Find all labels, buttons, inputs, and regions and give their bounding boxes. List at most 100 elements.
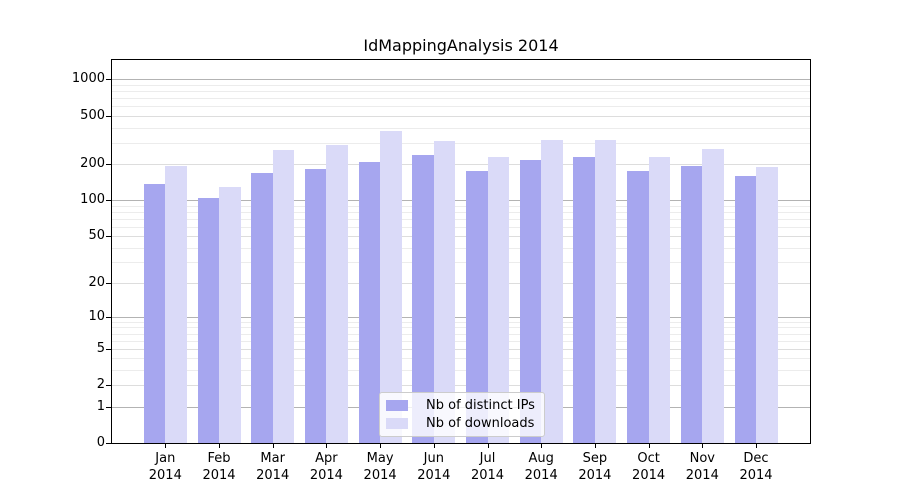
y-tick — [106, 200, 112, 202]
x-tick — [648, 443, 650, 448]
x-tick-label: May 2014 — [363, 451, 397, 483]
bar-feb-distinct-ips — [197, 197, 219, 443]
bar-jun-distinct-ips — [412, 155, 434, 443]
x-tick — [541, 443, 543, 448]
gridline — [112, 106, 810, 108]
x-tick — [219, 443, 220, 448]
gridline — [112, 142, 810, 144]
x-tick-label: Jan 2014 — [148, 451, 182, 483]
gridline — [112, 316, 810, 318]
bar-jul-distinct-ips — [466, 170, 488, 443]
legend-swatch — [386, 418, 408, 429]
y-tick — [106, 236, 112, 237]
gridline — [112, 98, 810, 100]
y-tick-label: 200 — [80, 155, 105, 171]
y-tick-label: 1000 — [71, 71, 105, 87]
gridline — [112, 226, 810, 228]
gridline — [112, 333, 810, 335]
bar-aug-downloads — [541, 140, 563, 443]
y-tick-label: 20 — [88, 274, 105, 290]
x-tick-label: Oct 2014 — [632, 451, 666, 483]
legend-label: Nb of downloads — [426, 416, 535, 431]
chart-title: IdMappingAnalysis 2014 — [363, 36, 559, 55]
spine-right — [810, 59, 811, 444]
legend-swatch — [386, 400, 408, 411]
bar-jul-downloads — [487, 157, 509, 443]
y-tick — [106, 443, 112, 444]
y-tick — [106, 406, 112, 408]
x-tick-label: Aug 2014 — [524, 451, 558, 483]
bar-oct-downloads — [648, 156, 671, 443]
gridline — [112, 348, 810, 350]
y-tick — [106, 316, 112, 318]
bar-jun-downloads — [433, 141, 456, 443]
y-tick-label: 1 — [96, 398, 105, 414]
bar-nov-distinct-ips — [680, 166, 703, 443]
x-tick — [756, 443, 757, 448]
gridline — [112, 115, 810, 117]
y-tick-label: 5 — [96, 340, 105, 356]
gridline — [112, 321, 810, 323]
bar-feb-downloads — [219, 186, 241, 443]
spine-top — [111, 59, 811, 60]
bar-dec-downloads — [756, 166, 778, 443]
bar-apr-downloads — [326, 145, 348, 443]
x-tick-label: Apr 2014 — [309, 451, 343, 483]
bar-jan-downloads — [165, 166, 187, 443]
bar-may-distinct-ips — [358, 161, 381, 443]
x-tick-label: Jul 2014 — [470, 451, 505, 483]
bar-aug-distinct-ips — [519, 160, 542, 443]
gridline — [112, 218, 810, 220]
x-tick-label: Dec 2014 — [739, 451, 773, 483]
bar-jan-distinct-ips — [143, 183, 166, 443]
gridline — [112, 211, 810, 213]
x-tick-label: Nov 2014 — [685, 451, 719, 483]
gridline — [112, 163, 810, 165]
legend: Nb of distinct IPs Nb of downloads — [379, 392, 545, 437]
bar-mar-distinct-ips — [251, 172, 273, 443]
bar-nov-downloads — [702, 148, 724, 443]
spine-left — [111, 59, 112, 444]
y-tick — [106, 385, 112, 387]
gridline — [112, 247, 810, 249]
x-tick — [594, 443, 596, 448]
gridline — [112, 385, 810, 387]
gridline — [112, 282, 810, 284]
x-tick — [433, 443, 435, 448]
gridline — [112, 84, 810, 86]
x-tick-label: Mar 2014 — [256, 451, 290, 483]
bar-may-downloads — [380, 131, 402, 443]
bar-dec-distinct-ips — [734, 176, 756, 443]
x-tick — [380, 443, 382, 448]
y-tick-label: 100 — [80, 192, 105, 208]
spine-bottom — [111, 443, 811, 444]
y-tick-label: 50 — [88, 228, 105, 243]
y-tick — [106, 282, 112, 284]
y-tick — [106, 163, 112, 165]
x-tick — [487, 443, 489, 448]
gridline — [112, 236, 810, 237]
x-tick — [702, 443, 704, 448]
x-tick — [326, 443, 328, 448]
y-tick — [106, 115, 112, 117]
bar-apr-distinct-ips — [304, 168, 327, 443]
y-tick — [106, 79, 112, 81]
x-tick-label: Sep 2014 — [578, 451, 612, 483]
gridline — [112, 262, 810, 264]
plot-area — [112, 59, 810, 443]
gridline — [112, 370, 810, 371]
gridline — [112, 340, 810, 342]
x-tick — [272, 443, 274, 448]
gridline — [112, 327, 810, 329]
y-tick-label: 500 — [80, 107, 105, 123]
gridline — [112, 200, 810, 202]
bar-sep-distinct-ips — [573, 157, 595, 443]
gridline — [112, 127, 810, 129]
legend-label: Nb of distinct IPs — [426, 398, 535, 413]
x-tick-label: Feb 2014 — [202, 451, 236, 483]
bar-oct-distinct-ips — [627, 170, 649, 443]
x-tick-label: Jun 2014 — [417, 451, 451, 483]
bar-mar-downloads — [272, 150, 295, 443]
bar-sep-downloads — [594, 140, 617, 443]
